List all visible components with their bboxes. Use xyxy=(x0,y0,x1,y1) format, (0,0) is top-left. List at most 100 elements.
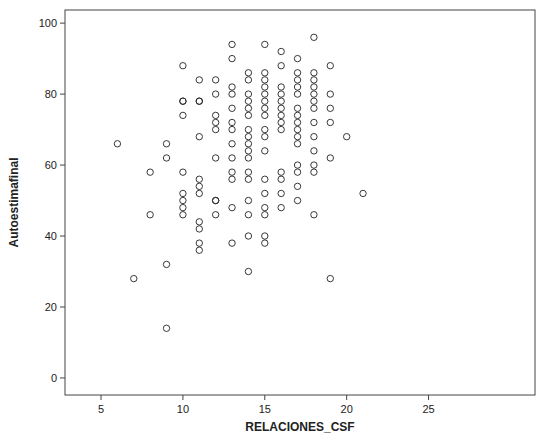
point xyxy=(294,84,300,90)
point xyxy=(262,233,268,239)
point xyxy=(245,141,251,147)
point xyxy=(196,98,202,104)
point xyxy=(229,176,235,182)
point xyxy=(327,155,333,161)
point xyxy=(262,212,268,218)
point xyxy=(262,148,268,154)
point xyxy=(212,197,218,203)
point xyxy=(245,233,251,239)
point xyxy=(196,219,202,225)
point xyxy=(163,141,169,147)
point xyxy=(327,275,333,281)
point xyxy=(278,98,284,104)
point xyxy=(147,212,153,218)
point xyxy=(262,112,268,118)
y-tick-label: 100 xyxy=(39,17,57,29)
point xyxy=(229,41,235,47)
point xyxy=(196,77,202,83)
y-axis-title: Autoestimafinal xyxy=(7,157,21,247)
point xyxy=(360,190,366,196)
y-tick xyxy=(60,165,65,166)
point xyxy=(278,91,284,97)
point xyxy=(327,105,333,111)
point xyxy=(327,91,333,97)
y-tick-label: 20 xyxy=(45,301,57,313)
point xyxy=(196,247,202,253)
point xyxy=(262,70,268,76)
point xyxy=(229,84,235,90)
point xyxy=(262,190,268,196)
point xyxy=(245,176,251,182)
point xyxy=(180,169,186,175)
point xyxy=(114,141,120,147)
point xyxy=(229,169,235,175)
point xyxy=(311,169,317,175)
point xyxy=(212,212,218,218)
point xyxy=(294,169,300,175)
point xyxy=(229,126,235,132)
point xyxy=(262,126,268,132)
point xyxy=(311,119,317,125)
point xyxy=(262,105,268,111)
point xyxy=(212,119,218,125)
point xyxy=(245,133,251,139)
point xyxy=(229,55,235,61)
point xyxy=(245,126,251,132)
x-tick xyxy=(264,395,265,400)
y-tick xyxy=(60,377,65,378)
point xyxy=(262,91,268,97)
point xyxy=(278,190,284,196)
x-tick-label: 20 xyxy=(341,403,353,415)
point xyxy=(262,41,268,47)
y-tick xyxy=(60,94,65,95)
point xyxy=(327,63,333,69)
x-tick-label: 25 xyxy=(422,403,434,415)
point xyxy=(262,77,268,83)
point xyxy=(180,190,186,196)
point xyxy=(180,112,186,118)
point xyxy=(163,155,169,161)
point xyxy=(212,77,218,83)
point xyxy=(180,63,186,69)
point xyxy=(262,240,268,246)
x-tick xyxy=(182,395,183,400)
point xyxy=(278,119,284,125)
point xyxy=(229,155,235,161)
point xyxy=(245,212,251,218)
point xyxy=(278,169,284,175)
point xyxy=(229,119,235,125)
point xyxy=(245,105,251,111)
point xyxy=(278,126,284,132)
point xyxy=(294,70,300,76)
x-tick-label: 5 xyxy=(98,403,104,415)
plot-frame xyxy=(65,10,535,395)
point xyxy=(196,176,202,182)
point xyxy=(180,98,186,104)
point xyxy=(294,91,300,97)
point xyxy=(180,212,186,218)
point xyxy=(229,204,235,210)
chart: 510152025020406080100RELACIONES_CSFAutoe… xyxy=(0,0,547,438)
x-tick xyxy=(101,395,102,400)
point xyxy=(311,91,317,97)
point xyxy=(278,84,284,90)
point xyxy=(278,176,284,182)
point xyxy=(212,112,218,118)
point xyxy=(311,105,317,111)
point xyxy=(294,55,300,61)
point xyxy=(294,162,300,168)
point xyxy=(245,169,251,175)
point xyxy=(278,105,284,111)
y-tick xyxy=(60,23,65,24)
point xyxy=(327,119,333,125)
point xyxy=(278,112,284,118)
point xyxy=(180,98,186,104)
x-tick-label: 10 xyxy=(177,403,189,415)
point xyxy=(245,77,251,83)
point xyxy=(212,91,218,97)
point xyxy=(343,133,349,139)
point xyxy=(294,126,300,132)
point xyxy=(245,197,251,203)
point xyxy=(294,77,300,83)
point xyxy=(262,204,268,210)
